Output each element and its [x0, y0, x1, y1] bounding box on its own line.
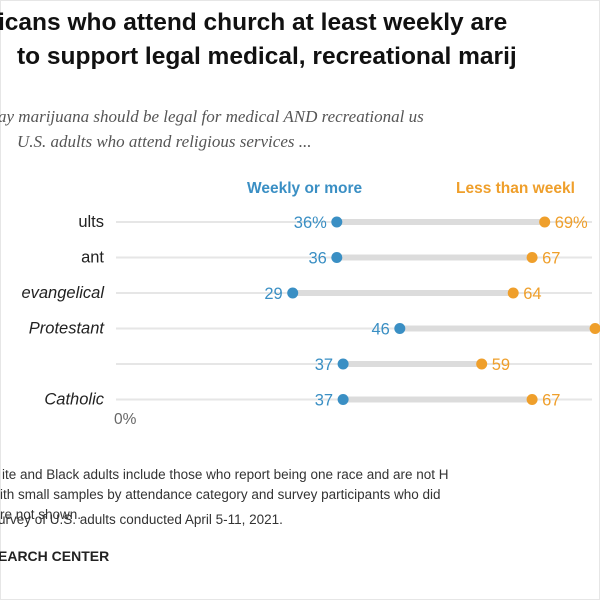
- less-than-weekly-value-label: 69%: [555, 214, 588, 232]
- axis-start-label: 0%: [114, 411, 137, 428]
- chart-notes: ite and Black adults include those who r…: [0, 465, 600, 525]
- weekly-value-label: 37: [315, 356, 333, 374]
- note-line-1: ite and Black adults include those who r…: [2, 467, 449, 482]
- note-line-3: re not shown.: [0, 507, 82, 522]
- note-line-2: ith small samples by attendance category…: [0, 487, 441, 502]
- weekly-value-label: 36%: [294, 214, 327, 232]
- weekly-value-label: 29: [264, 285, 282, 303]
- row-label: ults: [78, 213, 104, 231]
- weekly-dot: [287, 287, 299, 299]
- less-than-weekly-dot: [476, 358, 488, 370]
- chart-title: icans who attend church at least weekly …: [0, 6, 600, 74]
- subtitle-line-1: ay marijuana should be legal for medical…: [0, 107, 424, 126]
- less-than-weekly-dot: [539, 216, 551, 228]
- weekly-dot: [337, 358, 349, 370]
- legend-weekly: Weekly or more: [247, 180, 363, 197]
- row-label: Catholic: [44, 391, 104, 409]
- subtitle-line-2: U.S. adults who attend religious service…: [17, 132, 312, 151]
- weekly-dot: [394, 323, 406, 334]
- org-name: EARCH CENTER: [0, 548, 110, 564]
- less-than-weekly-dot: [589, 323, 600, 334]
- less-than-weekly-value-label: 67: [542, 392, 560, 410]
- row-label: Protestant: [29, 320, 106, 338]
- chart-subtitle: ay marijuana should be legal for medical…: [0, 104, 600, 154]
- row-label: ant: [81, 249, 104, 267]
- weekly-dot: [331, 216, 343, 228]
- row-label: evangelical: [21, 284, 105, 302]
- less-than-weekly-dot: [507, 287, 519, 299]
- less-than-weekly-dot: [526, 394, 538, 405]
- less-than-weekly-value-label: 64: [523, 285, 541, 303]
- dot-plot: ults 36% 69% ant 36 67 evangelical 29 64 Protesta…: [21, 213, 600, 428]
- weekly-dot: [337, 394, 349, 405]
- title-line-2: to support legal medical, recreational m…: [17, 43, 517, 70]
- legend-less-than-weekly: Less than weekl: [456, 180, 575, 197]
- less-than-weekly-value-label: 67: [542, 250, 560, 268]
- weekly-value-label: 46: [371, 321, 389, 339]
- source-text: urvey of U.S. adults conducted April 5-1…: [0, 512, 283, 527]
- weekly-value-label: 37: [315, 392, 333, 410]
- weekly-value-label: 36: [308, 250, 326, 268]
- weekly-dot: [331, 252, 343, 263]
- less-than-weekly-dot: [526, 252, 538, 263]
- less-than-weekly-value-label: 59: [492, 356, 510, 374]
- title-line-1: icans who attend church at least weekly …: [0, 9, 508, 36]
